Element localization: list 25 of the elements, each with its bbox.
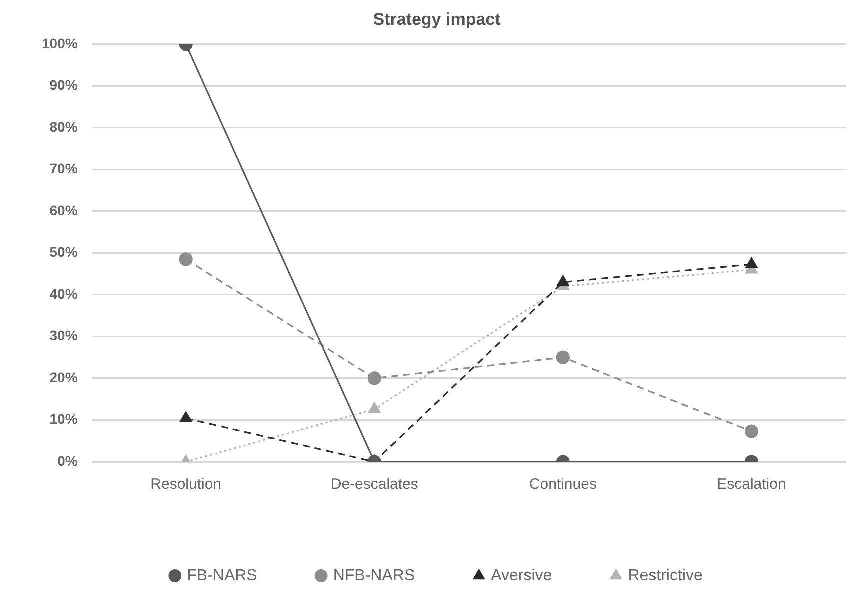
x-tick-label: De-escalates xyxy=(330,476,418,494)
y-tick-label: 100% xyxy=(42,35,78,52)
x-tick-label: Continues xyxy=(529,476,597,494)
point xyxy=(368,402,381,414)
x-tick-label: Escalation xyxy=(717,476,786,494)
y-tick-label: 0% xyxy=(58,452,78,469)
y-tick-label: 90% xyxy=(50,77,78,94)
y-tick-label: 30% xyxy=(50,328,78,344)
y-tick-label: 80% xyxy=(50,118,78,135)
chart-title: Strategy impact xyxy=(373,10,502,29)
point xyxy=(746,258,758,268)
legend-label: NFB-NARS xyxy=(333,567,416,584)
y-tick-label: 60% xyxy=(50,202,78,218)
y-tick-label: 50% xyxy=(50,244,78,260)
point xyxy=(179,252,193,266)
legend-label: Aversive xyxy=(491,567,552,584)
point xyxy=(557,276,570,286)
y-tick-label: 20% xyxy=(50,369,78,386)
legend-label: Restrictive xyxy=(628,567,703,584)
point xyxy=(180,412,192,422)
legend-label: FB-NARS xyxy=(187,567,258,584)
y-tick-label: 40% xyxy=(50,286,78,302)
y-tick-label: 70% xyxy=(50,160,78,177)
y-tick-label: 10% xyxy=(50,411,78,428)
x-tick-label: Resolution xyxy=(150,476,222,494)
